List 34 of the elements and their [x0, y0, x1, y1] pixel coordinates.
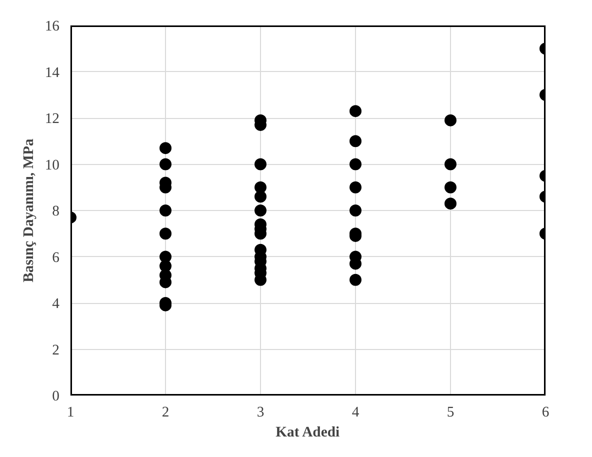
point: [350, 274, 362, 286]
y-tick-label: 16: [44, 18, 60, 34]
point: [160, 142, 172, 154]
y-tick-label: 10: [44, 157, 60, 174]
x-tick-label: 3: [256, 404, 264, 420]
point: [254, 204, 266, 216]
point: [444, 181, 456, 194]
point: [254, 158, 266, 170]
y-tick-label: 14: [44, 64, 60, 81]
point: [350, 181, 362, 194]
point: [350, 158, 362, 170]
point: [444, 158, 456, 170]
x-tick-label: 2: [162, 404, 170, 420]
point: [444, 198, 456, 210]
point: [350, 105, 362, 118]
point: [350, 135, 362, 148]
x-tick-label: 1: [66, 404, 74, 420]
point: [160, 228, 172, 240]
y-tick-label: 0: [52, 388, 60, 404]
y-tick-label: 12: [44, 111, 60, 127]
point: [160, 204, 172, 216]
y-tick-label: 2: [52, 342, 60, 358]
y-tick-label: 4: [52, 296, 60, 312]
x-tick-label: 4: [352, 404, 360, 420]
y-tick-label: 8: [52, 204, 60, 220]
point: [160, 158, 172, 170]
y-tick-label: 6: [52, 250, 60, 266]
y-axis-title: Basınç Dayanımı, MPa: [20, 138, 37, 282]
x-tick-label: 5: [446, 404, 454, 420]
x-tick-label: 6: [542, 404, 550, 420]
x-axis-title: Kat Adedi: [276, 424, 340, 440]
point: [444, 114, 456, 126]
point: [254, 190, 266, 203]
point: [350, 204, 362, 216]
